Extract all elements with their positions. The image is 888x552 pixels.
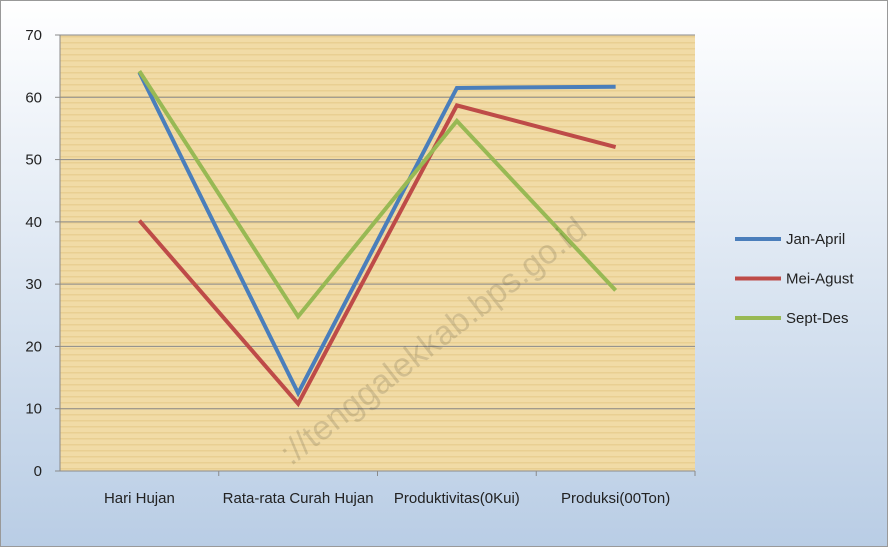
- x-tick-label: Produksi(00Ton): [561, 490, 670, 507]
- legend-label: Mei-Agust: [786, 271, 854, 288]
- y-tick-label: 0: [34, 463, 42, 480]
- y-tick-label: 20: [25, 338, 42, 355]
- y-tick-label: 70: [25, 27, 42, 44]
- legend-label: Jan-April: [786, 231, 845, 248]
- y-tick-label: 50: [25, 152, 42, 169]
- y-tick-label: 10: [25, 401, 42, 418]
- series-line: [137, 103, 617, 408]
- series-line: [137, 71, 616, 398]
- y-tick-label: 30: [25, 276, 42, 293]
- x-tick-label: Rata-rata Curah Hujan: [223, 490, 374, 507]
- x-tick-label: Hari Hujan: [104, 490, 175, 507]
- x-tick-label: Produktivitas(0Kui): [394, 490, 520, 507]
- y-tick-label: 60: [25, 89, 42, 106]
- y-tick-label: 40: [25, 214, 42, 231]
- legend-label: Sept-Des: [786, 310, 849, 327]
- series-line: [137, 70, 618, 320]
